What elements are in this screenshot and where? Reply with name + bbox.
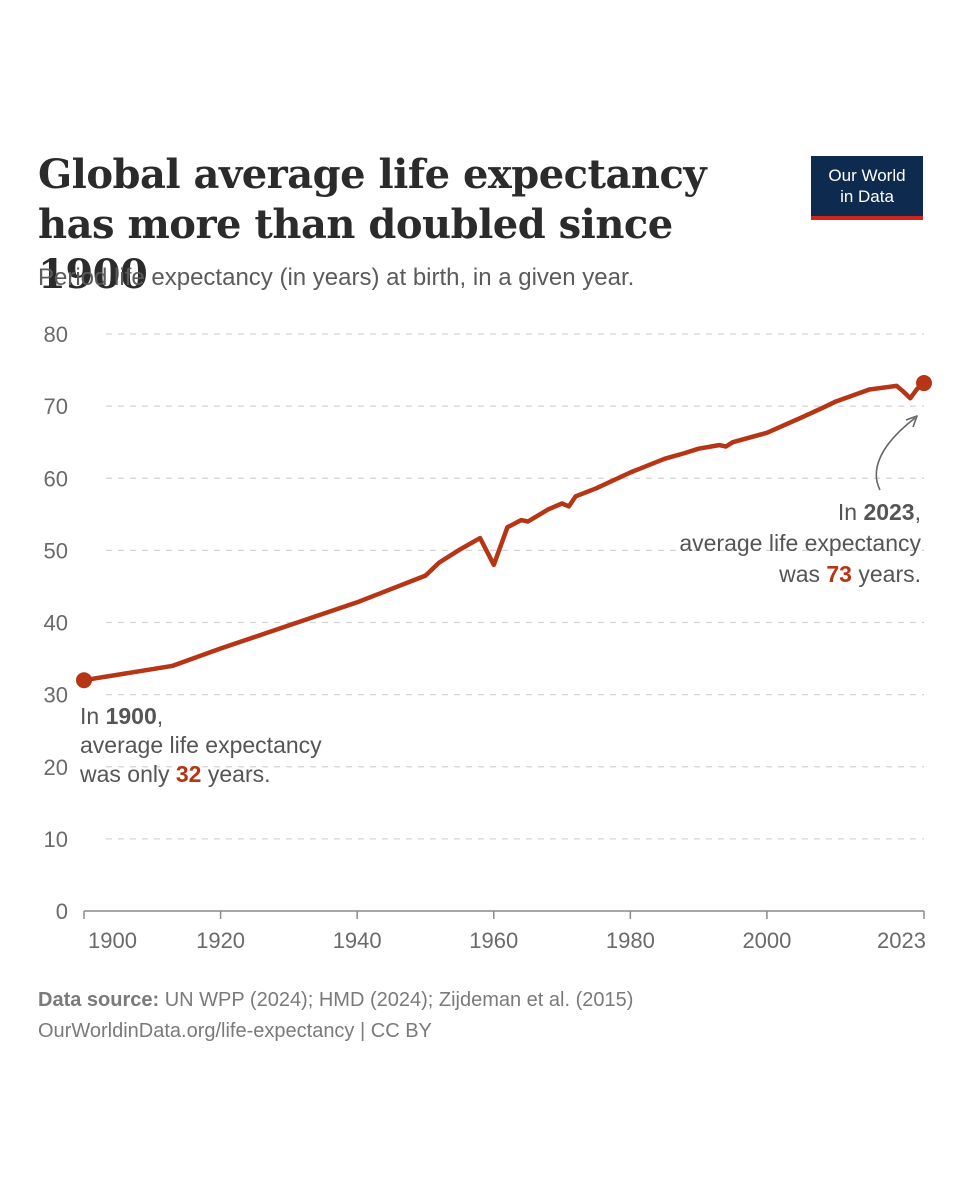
data-source: Data source: UN WPP (2024); HMD (2024); … <box>38 985 633 1016</box>
annotation-1900-line-1: In 1900, <box>80 703 163 729</box>
x-tick-label-2023: 2023 <box>877 928 926 953</box>
y-tick-label-40: 40 <box>44 611 68 636</box>
x-tick-label-1960: 1960 <box>469 928 518 953</box>
endpoint-1900 <box>76 672 92 689</box>
endpoints <box>76 375 932 689</box>
grid-lines <box>106 333 924 840</box>
x-tick-label-2000: 2000 <box>742 928 791 953</box>
y-tick-label-70: 70 <box>44 394 68 419</box>
x-tick-label-1940: 1940 <box>333 928 382 953</box>
y-tick-label-10: 10 <box>44 827 68 852</box>
annotation-1900-line-3: was only 32 years. <box>79 761 271 787</box>
y-tick-label-80: 80 <box>44 322 68 347</box>
annotations: In 1900, average life expectancy was onl… <box>79 415 921 787</box>
y-tick-label-20: 20 <box>44 755 68 780</box>
endpoint-2023 <box>916 375 932 392</box>
owid-logo[interactable]: Our World in Data <box>811 156 923 220</box>
data-source-label: Data source: <box>38 989 160 1011</box>
chart-subtitle: Period life expectancy (in years) at bir… <box>38 264 635 291</box>
logo-line-2: in Data <box>840 187 894 206</box>
y-tick-label-30: 30 <box>44 683 68 708</box>
logo-line-1: Our World <box>828 166 906 185</box>
y-tick-label-60: 60 <box>44 466 68 491</box>
chart-title: Global average life expectancy has more … <box>38 151 707 298</box>
x-tick-label-1900: 1900 <box>88 928 137 953</box>
annotation-2023-line-2: average life expectancy <box>679 530 921 556</box>
x-axis: 1900 1920 1940 1960 1980 2000 2023 <box>83 911 926 953</box>
y-axis: 0 10 20 30 40 50 60 70 80 <box>44 322 68 924</box>
data-source-text: UN WPP (2024); HMD (2024); Zijdeman et a… <box>159 989 634 1011</box>
annotation-2023-line-1: In 2023, <box>838 499 921 525</box>
source-url[interactable]: OurWorldinData.org/life-expectancy | CC … <box>38 1020 432 1042</box>
series-line-life-expectancy <box>81 380 927 683</box>
y-tick-label-50: 50 <box>44 538 68 563</box>
footer: Data source: UN WPP (2024); HMD (2024); … <box>38 985 633 1047</box>
annotation-arrow <box>875 417 916 491</box>
x-tick-label-1920: 1920 <box>196 928 245 953</box>
y-tick-label-0: 0 <box>56 899 68 924</box>
annotation-1900-line-2: average life expectancy <box>80 732 322 758</box>
annotation-arrow-head <box>905 415 918 428</box>
x-tick-label-1980: 1980 <box>606 928 655 953</box>
annotation-2023-line-3: was 73 years. <box>778 561 921 587</box>
